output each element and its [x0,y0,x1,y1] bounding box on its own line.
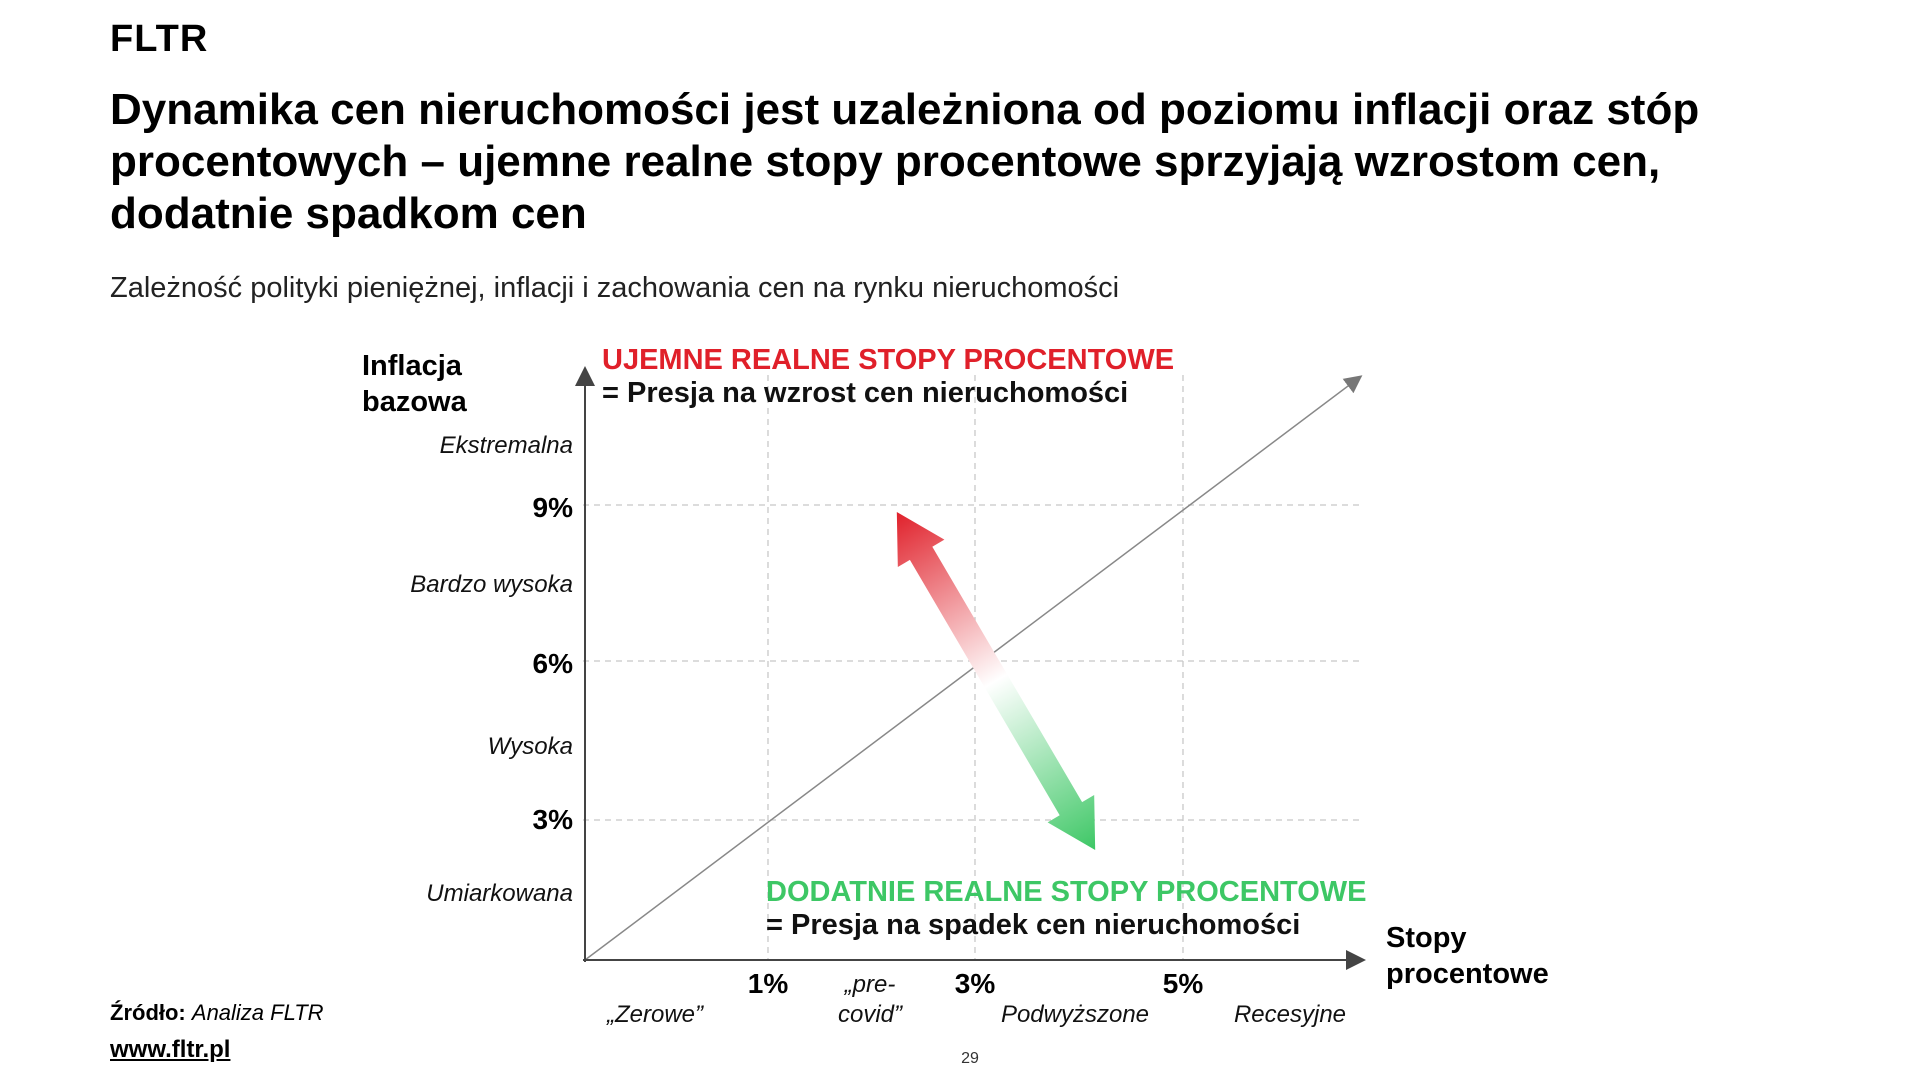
x-category-podwyzszone: Podwyższone [1000,1001,1150,1028]
x-tick-5: 5% [1162,968,1204,999]
double-arrow [896,511,1096,851]
y-axis-title: Inflacja bazowa [362,348,467,420]
x-axis-title-line1: Stopy [1386,922,1467,954]
page-number: 29 [961,1050,979,1067]
diagonal-reference-line [584,375,1363,961]
x-category-precovid-line1: „pre- [844,971,896,998]
source-label: Źródło: [110,1000,186,1025]
x-axis-title-line2: procentowe [1386,958,1549,990]
y-axis-title-line2: bazowa [362,386,467,418]
positive-rates-description: = Presja na spadek cen nieruchomości [766,909,1301,941]
negative-rates-note: UJEMNE REALNE STOPY PROCENTOWE = Presja … [602,344,1174,410]
logo: FLTR [110,18,209,60]
x-category-recesyjne: Recesyjne [1233,1001,1347,1028]
positive-rates-heading: DODATNIE REALNE STOPY PROCENTOWE [766,876,1367,908]
y-level-bardzo-wysoka: Bardzo wysoka [410,571,573,598]
negative-rates-heading: UJEMNE REALNE STOPY PROCENTOWE [602,344,1175,376]
x-axis-title: Stopy procentowe [1386,920,1549,992]
x-category-precovid-line2: covid” [837,1001,903,1028]
website-link[interactable]: www.fltr.pl [110,1036,231,1063]
y-tick-9: 9% [532,492,573,523]
y-tick-3: 3% [532,804,573,835]
x-tick-1: 1% [747,968,789,999]
x-category-precovid: „pre- covid” [820,970,920,1030]
y-level-umiarkowana: Umiarkowana [426,880,573,907]
positive-rates-note: DODATNIE REALNE STOPY PROCENTOWE = Presj… [766,876,1366,942]
grid [583,375,1360,960]
y-axis-title-line1: Inflacja [362,350,462,382]
negative-rates-description: = Presja na wzrost cen nieruchomości [602,377,1129,409]
source-note: Źródło: Analiza FLTR [110,1000,324,1026]
y-level-wysoka: Wysoka [487,733,573,760]
y-level-ekstremalna: Ekstremalna [439,432,573,459]
y-tick-6: 6% [532,648,573,679]
x-category-zerowe: „Zerowe” [606,1001,703,1028]
x-tick-3: 3% [954,968,996,999]
page-subtitle: Zależność polityki pieniężnej, inflacji … [110,272,1120,304]
page-title: Dynamika cen nieruchomości jest uzależni… [110,85,1700,238]
source-value: Analiza FLTR [191,1000,324,1025]
